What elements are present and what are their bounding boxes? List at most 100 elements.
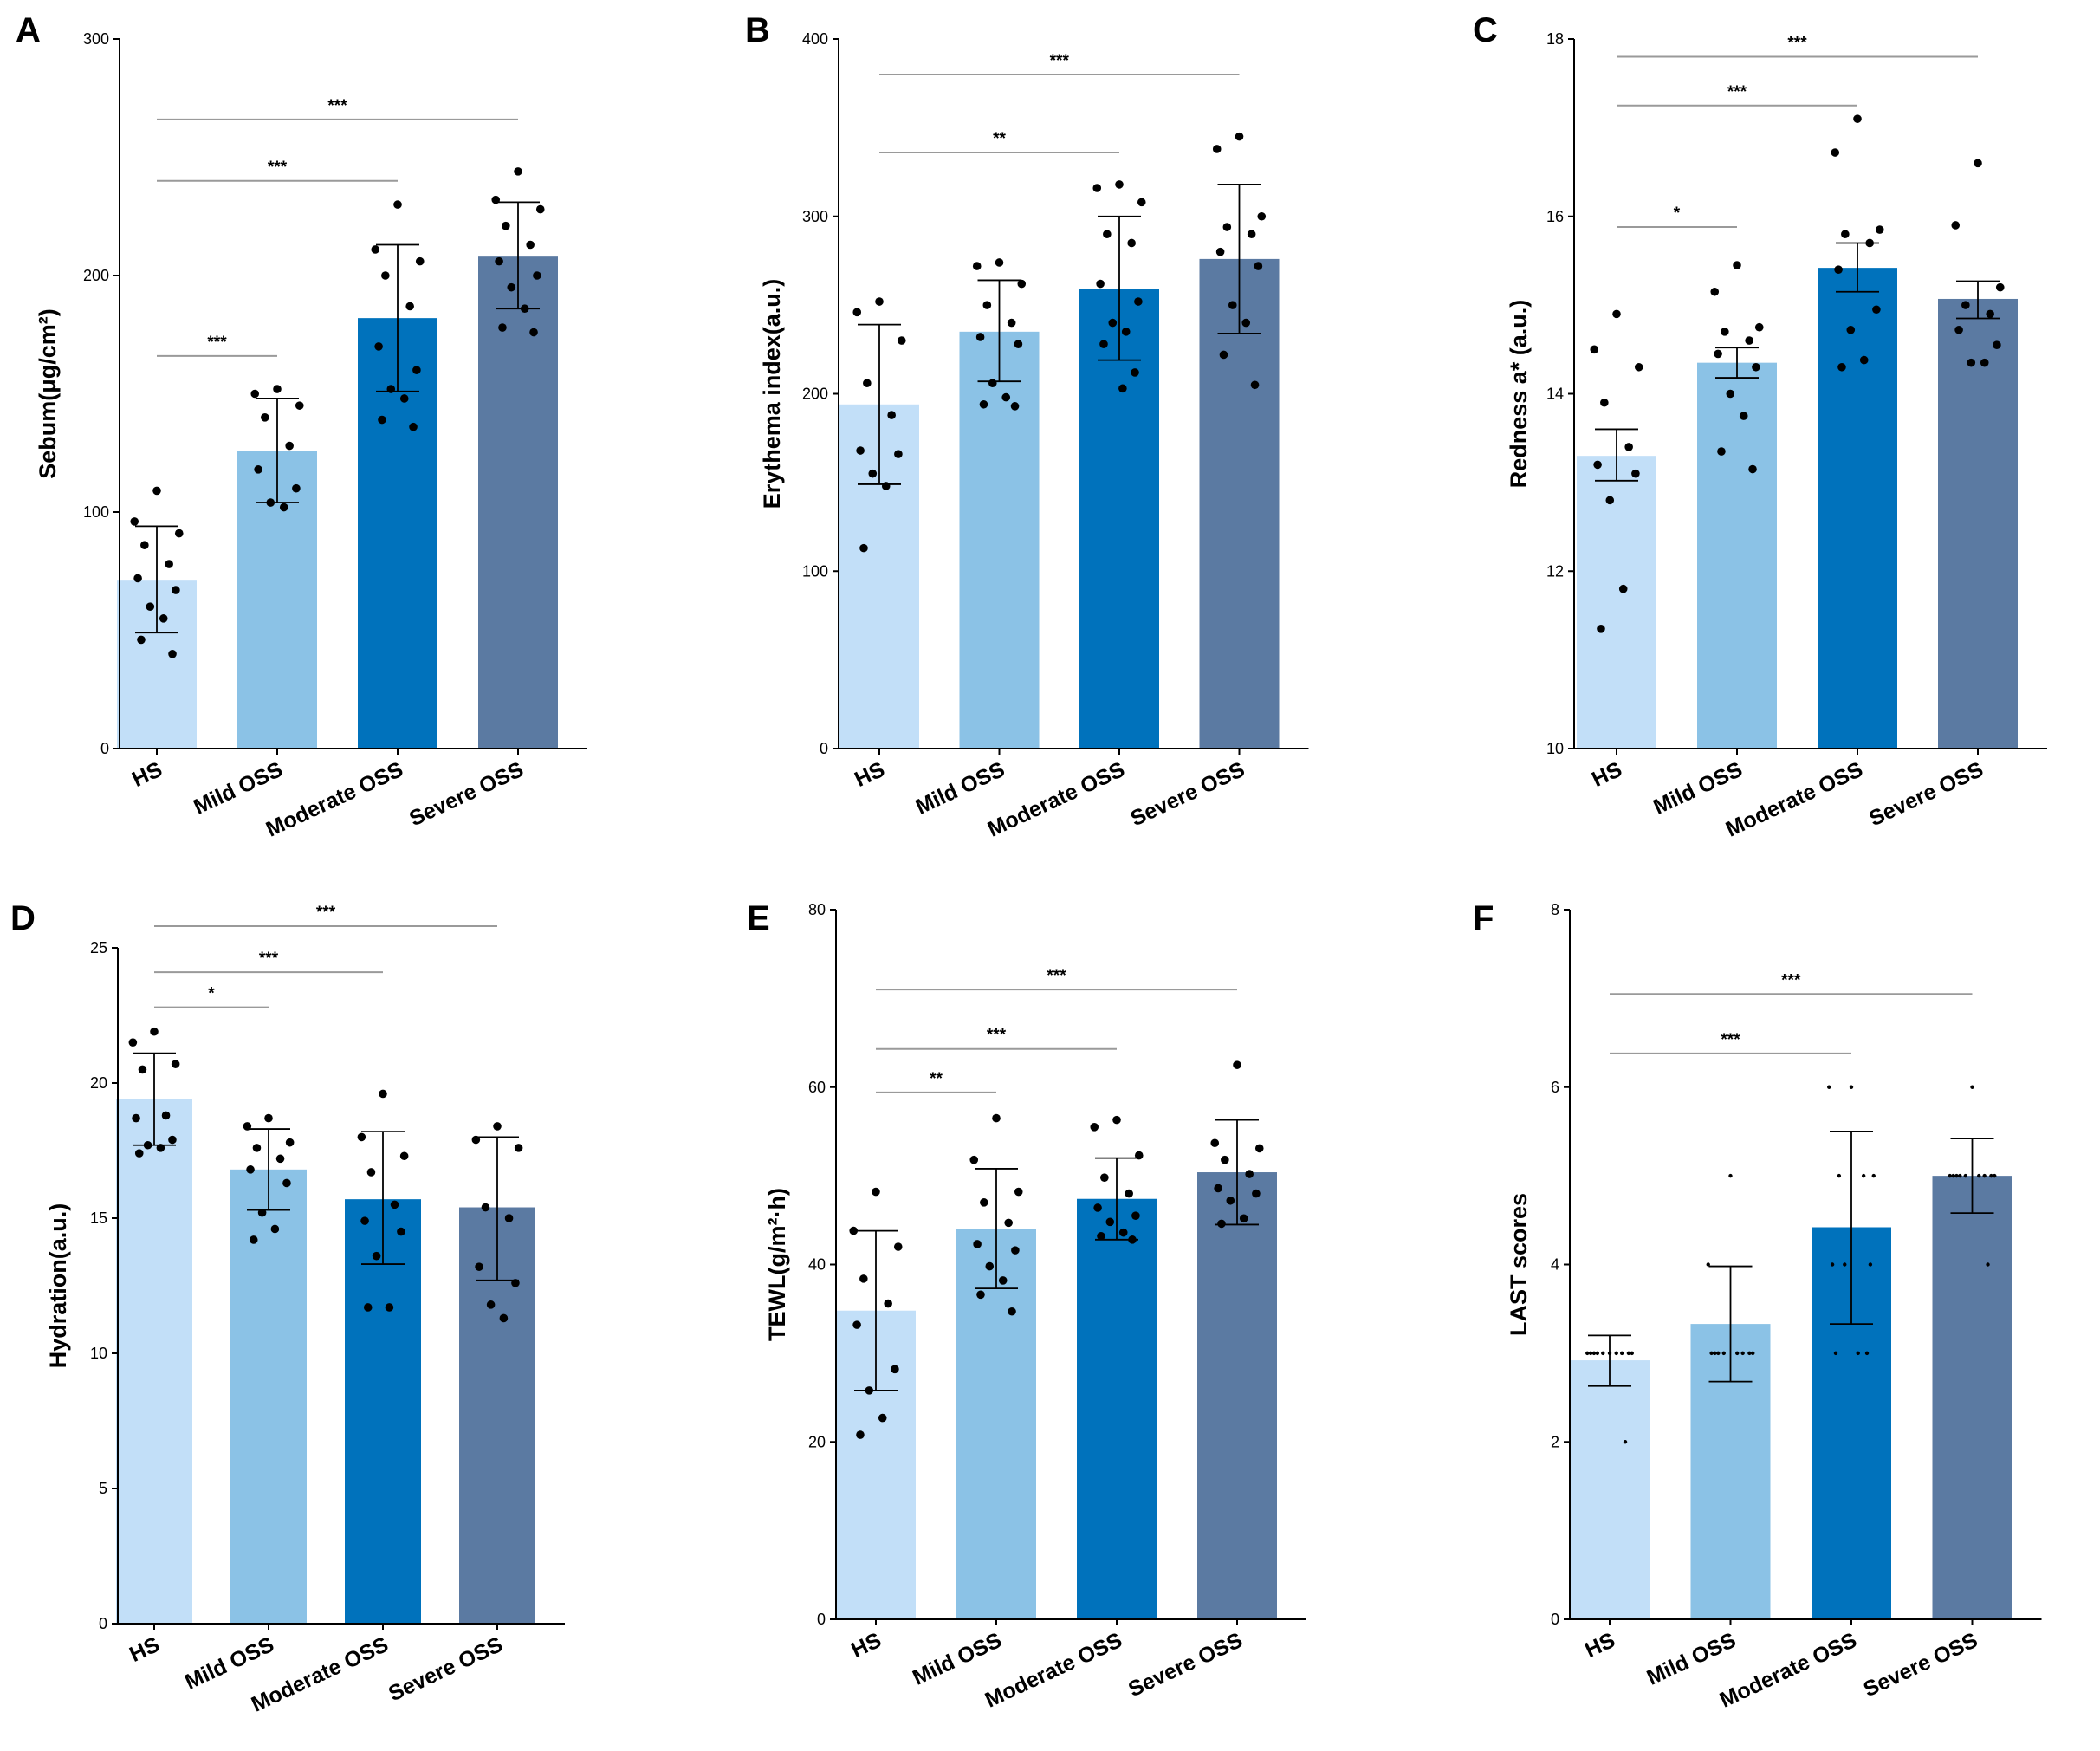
data-point [1585, 1351, 1590, 1356]
bar-moderate-oss [1077, 1198, 1157, 1619]
data-point [1588, 1351, 1593, 1356]
data-point [1735, 1351, 1740, 1356]
data-point [859, 1274, 868, 1283]
y-tick-label: 200 [802, 386, 828, 403]
category-label: Severe OSS [1125, 1628, 1246, 1702]
data-point [261, 413, 269, 422]
y-tick-label: 200 [83, 267, 109, 284]
data-point [493, 1122, 502, 1131]
data-point [273, 385, 282, 393]
panel-letter: B [745, 11, 770, 49]
y-tick-label: 300 [802, 208, 828, 225]
data-point [171, 1060, 180, 1068]
data-point [498, 323, 507, 332]
data-point [1739, 412, 1748, 420]
category-label: Mild OSS [1650, 757, 1746, 820]
data-point [980, 1198, 988, 1207]
data-point [863, 379, 872, 388]
y-tick-label: 10 [1546, 740, 1564, 757]
data-point [159, 614, 168, 623]
data-point [282, 1178, 291, 1188]
data-point [1221, 1155, 1229, 1164]
data-point [138, 1065, 147, 1074]
panel-letter: D [10, 899, 36, 937]
data-point [878, 1413, 887, 1423]
data-point [1995, 282, 2005, 292]
data-point [1121, 328, 1131, 336]
data-point [1982, 1173, 1987, 1178]
data-point [868, 469, 878, 478]
data-point [1830, 1262, 1835, 1267]
data-point [486, 1300, 496, 1309]
y-tick-label: 0 [817, 1611, 826, 1628]
bar-severe-oss [1938, 298, 2018, 749]
data-point [1217, 1219, 1226, 1229]
data-point [1214, 1184, 1222, 1193]
significance-label: *** [1781, 971, 1801, 989]
data-point [1954, 325, 1963, 334]
y-tick-label: 300 [83, 30, 109, 48]
data-point [279, 503, 288, 512]
data-point [1212, 145, 1222, 153]
data-point [972, 262, 982, 270]
data-point [399, 394, 409, 403]
data-point [1108, 318, 1118, 328]
data-point [1713, 1351, 1717, 1356]
data-point [1864, 1351, 1870, 1356]
data-point [415, 256, 425, 266]
data-point [161, 1111, 171, 1120]
data-point [379, 1089, 387, 1099]
data-point [1097, 1231, 1105, 1241]
data-point [1112, 1115, 1121, 1125]
data-point [1993, 340, 2001, 349]
data-point [1989, 1173, 1993, 1178]
data-point [134, 1149, 144, 1158]
data-point [366, 1168, 376, 1177]
data-point [499, 1313, 509, 1323]
data-point [1210, 1138, 1220, 1148]
data-point [1001, 392, 1011, 402]
category-label: Severe OSS [1127, 757, 1248, 831]
bar-severe-oss [1197, 1172, 1277, 1619]
data-point [976, 1290, 985, 1300]
data-point [1010, 402, 1020, 411]
data-point [285, 441, 294, 451]
data-point [1634, 362, 1643, 372]
data-point [1096, 279, 1105, 289]
data-point [1859, 355, 1869, 365]
data-point [893, 1242, 903, 1251]
data-point [250, 389, 260, 399]
data-point [1222, 223, 1232, 231]
data-point [1593, 460, 1602, 470]
bar-severe-oss [1932, 1176, 2012, 1619]
data-point [859, 543, 868, 553]
data-point [254, 465, 262, 474]
data-point [1614, 1351, 1618, 1356]
data-point [1833, 1351, 1838, 1356]
data-point [252, 1144, 262, 1152]
significance-label: *** [259, 950, 279, 968]
data-point [1843, 1262, 1847, 1267]
data-point [533, 271, 541, 280]
data-point [374, 342, 383, 351]
data-point [1856, 1351, 1860, 1356]
data-point [168, 650, 177, 658]
data-point [975, 333, 985, 341]
y-tick-label: 14 [1546, 386, 1564, 403]
data-point [1612, 309, 1621, 319]
data-point [1721, 1351, 1726, 1356]
data-point [246, 1165, 255, 1174]
bar-mild-oss [956, 1229, 1036, 1619]
data-point [514, 1144, 523, 1152]
data-point [1597, 624, 1605, 633]
significance-label: ** [993, 130, 1006, 148]
y-tick-label: 5 [99, 1480, 107, 1497]
bar-mild-oss [230, 1169, 307, 1624]
data-point [1590, 345, 1599, 354]
data-point [1728, 1173, 1733, 1178]
y-tick-label: 18 [1546, 30, 1564, 48]
data-point [1219, 350, 1228, 360]
